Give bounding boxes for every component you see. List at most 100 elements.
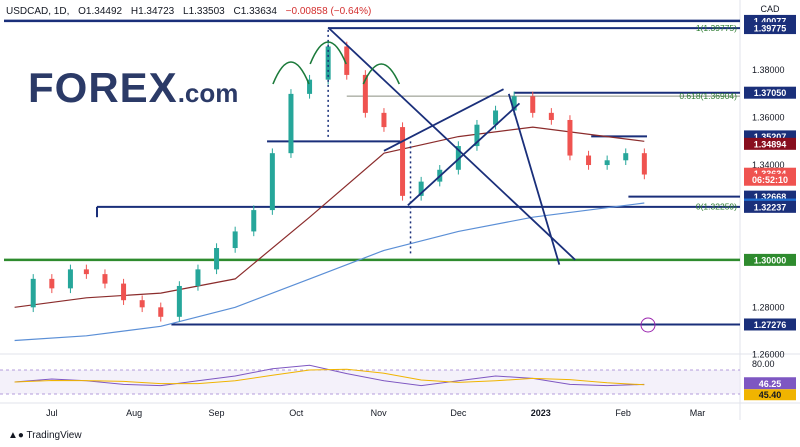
price-tag (744, 253, 796, 266)
trendline-down-2 (507, 93, 561, 265)
tradingview-label: TradingView (26, 430, 82, 441)
high-value: H1.34723 (130, 6, 175, 17)
rsi-ma-line (14, 368, 645, 386)
candle-body (567, 119, 573, 156)
candle-body (604, 160, 610, 166)
price-tag-label: 1.32668 (754, 192, 787, 202)
symbol-label: USDCAD, 1D, (6, 6, 70, 17)
price-tag-label: 1.27276 (754, 320, 787, 330)
candle-body (121, 283, 127, 301)
price-tag-label: 1.35207 (754, 132, 787, 142)
price-tag-label: 1.34894 (754, 139, 787, 149)
price-tag (744, 22, 796, 35)
change-value: −0.00858 (−0.64%) (285, 6, 372, 17)
candle-body (30, 278, 36, 308)
candle-body (418, 181, 424, 196)
low-value: L1.33503 (183, 6, 225, 17)
x-tick-label: Dec (450, 408, 467, 418)
candle-body (83, 269, 89, 275)
candle-body (49, 278, 55, 289)
tradingview-icon: ▲● (8, 430, 27, 441)
fib-label: 1(1.39775) (696, 23, 737, 33)
rsi-ma-label: 45.40 (759, 390, 782, 400)
candle-body (288, 93, 294, 154)
tradingview-credit: ▲● TradingView (8, 430, 82, 441)
rsi-band (0, 370, 740, 394)
x-tick-label: Feb (615, 408, 631, 418)
candle-body (381, 112, 387, 128)
price-tag-label: 06:52:10 (752, 175, 788, 185)
price-tag-label: 1.39775 (754, 24, 787, 34)
y-tick-label: 1.26000 (752, 350, 785, 360)
candle-body (455, 146, 461, 170)
x-tick-label: Aug (126, 408, 142, 418)
candle-body (623, 153, 629, 161)
candle-body (511, 96, 517, 111)
head-arc (309, 41, 347, 65)
rsi-value-label: 46.25 (759, 379, 782, 389)
shoulder-left-arc (272, 61, 310, 85)
channel-upper (383, 88, 504, 152)
brand-suffix: .com (177, 78, 239, 108)
candle-body (344, 46, 350, 75)
currency-label: CAD (760, 4, 780, 14)
candle-body (307, 79, 313, 94)
candle-body (325, 46, 331, 80)
channel-lower (407, 102, 521, 207)
price-tag-label: 1.30000 (754, 255, 787, 265)
candle-body (530, 96, 536, 113)
candle-body (158, 307, 164, 317)
candle-body (641, 153, 647, 175)
alert-icon (640, 317, 656, 333)
brand-logo: FOREX.com (28, 64, 238, 112)
candle-body (232, 231, 238, 249)
candle-body (400, 127, 406, 196)
candle-body (362, 74, 368, 113)
y-tick-label: 1.36000 (752, 113, 785, 123)
rsi-value-tag (744, 377, 796, 390)
price-tag (744, 86, 796, 99)
candle-body (474, 124, 480, 147)
y-tick-label: 1.38000 (752, 65, 785, 75)
candle-body (195, 269, 201, 286)
ma-red-line (14, 126, 645, 308)
candle-body (586, 155, 592, 166)
candle-body (102, 274, 108, 284)
price-tag-label: 1.37050 (754, 88, 787, 98)
candle-body (67, 269, 73, 289)
ma-blue-line (14, 202, 645, 342)
price-tag (744, 137, 796, 150)
brand-name: FOREX (28, 64, 178, 111)
x-tick-label: Mar (690, 408, 706, 418)
rsi-ma-tag (744, 389, 796, 401)
price-tag (744, 173, 796, 186)
x-tick-label: Nov (371, 408, 388, 418)
trendline-down-1 (327, 26, 576, 261)
candle-body (269, 153, 275, 211)
x-tick-label: Jul (46, 408, 58, 418)
x-tick-label: Sep (209, 408, 225, 418)
candle-body (139, 300, 145, 308)
fib-label: 0(1.32259) (696, 201, 737, 211)
x-tick-label: Oct (289, 408, 304, 418)
price-tag (744, 200, 796, 213)
rsi-level-label: 80.00 (752, 359, 775, 369)
candle-body (251, 210, 257, 232)
candle-body (176, 285, 182, 317)
shoulder-right-arc (362, 63, 401, 85)
candle-body (548, 112, 554, 120)
price-tag (744, 318, 796, 331)
close-value: C1.33634 (233, 6, 277, 17)
price-tag-label: 1.32237 (754, 202, 787, 212)
candle-body (493, 110, 499, 125)
y-tick-label: 1.28000 (752, 302, 785, 312)
y-tick-label: 1.34000 (752, 160, 785, 170)
x-tick-label: 2023 (531, 408, 551, 418)
fib-label: 0.618(1.36904) (679, 91, 737, 101)
price-tag-label: 1.40077 (754, 16, 787, 26)
candle-body (214, 248, 220, 270)
open-value: O1.34492 (78, 6, 123, 17)
ohlc-header: USDCAD, 1D, O1.34492 H1.34723 L1.33503 C… (6, 6, 377, 17)
